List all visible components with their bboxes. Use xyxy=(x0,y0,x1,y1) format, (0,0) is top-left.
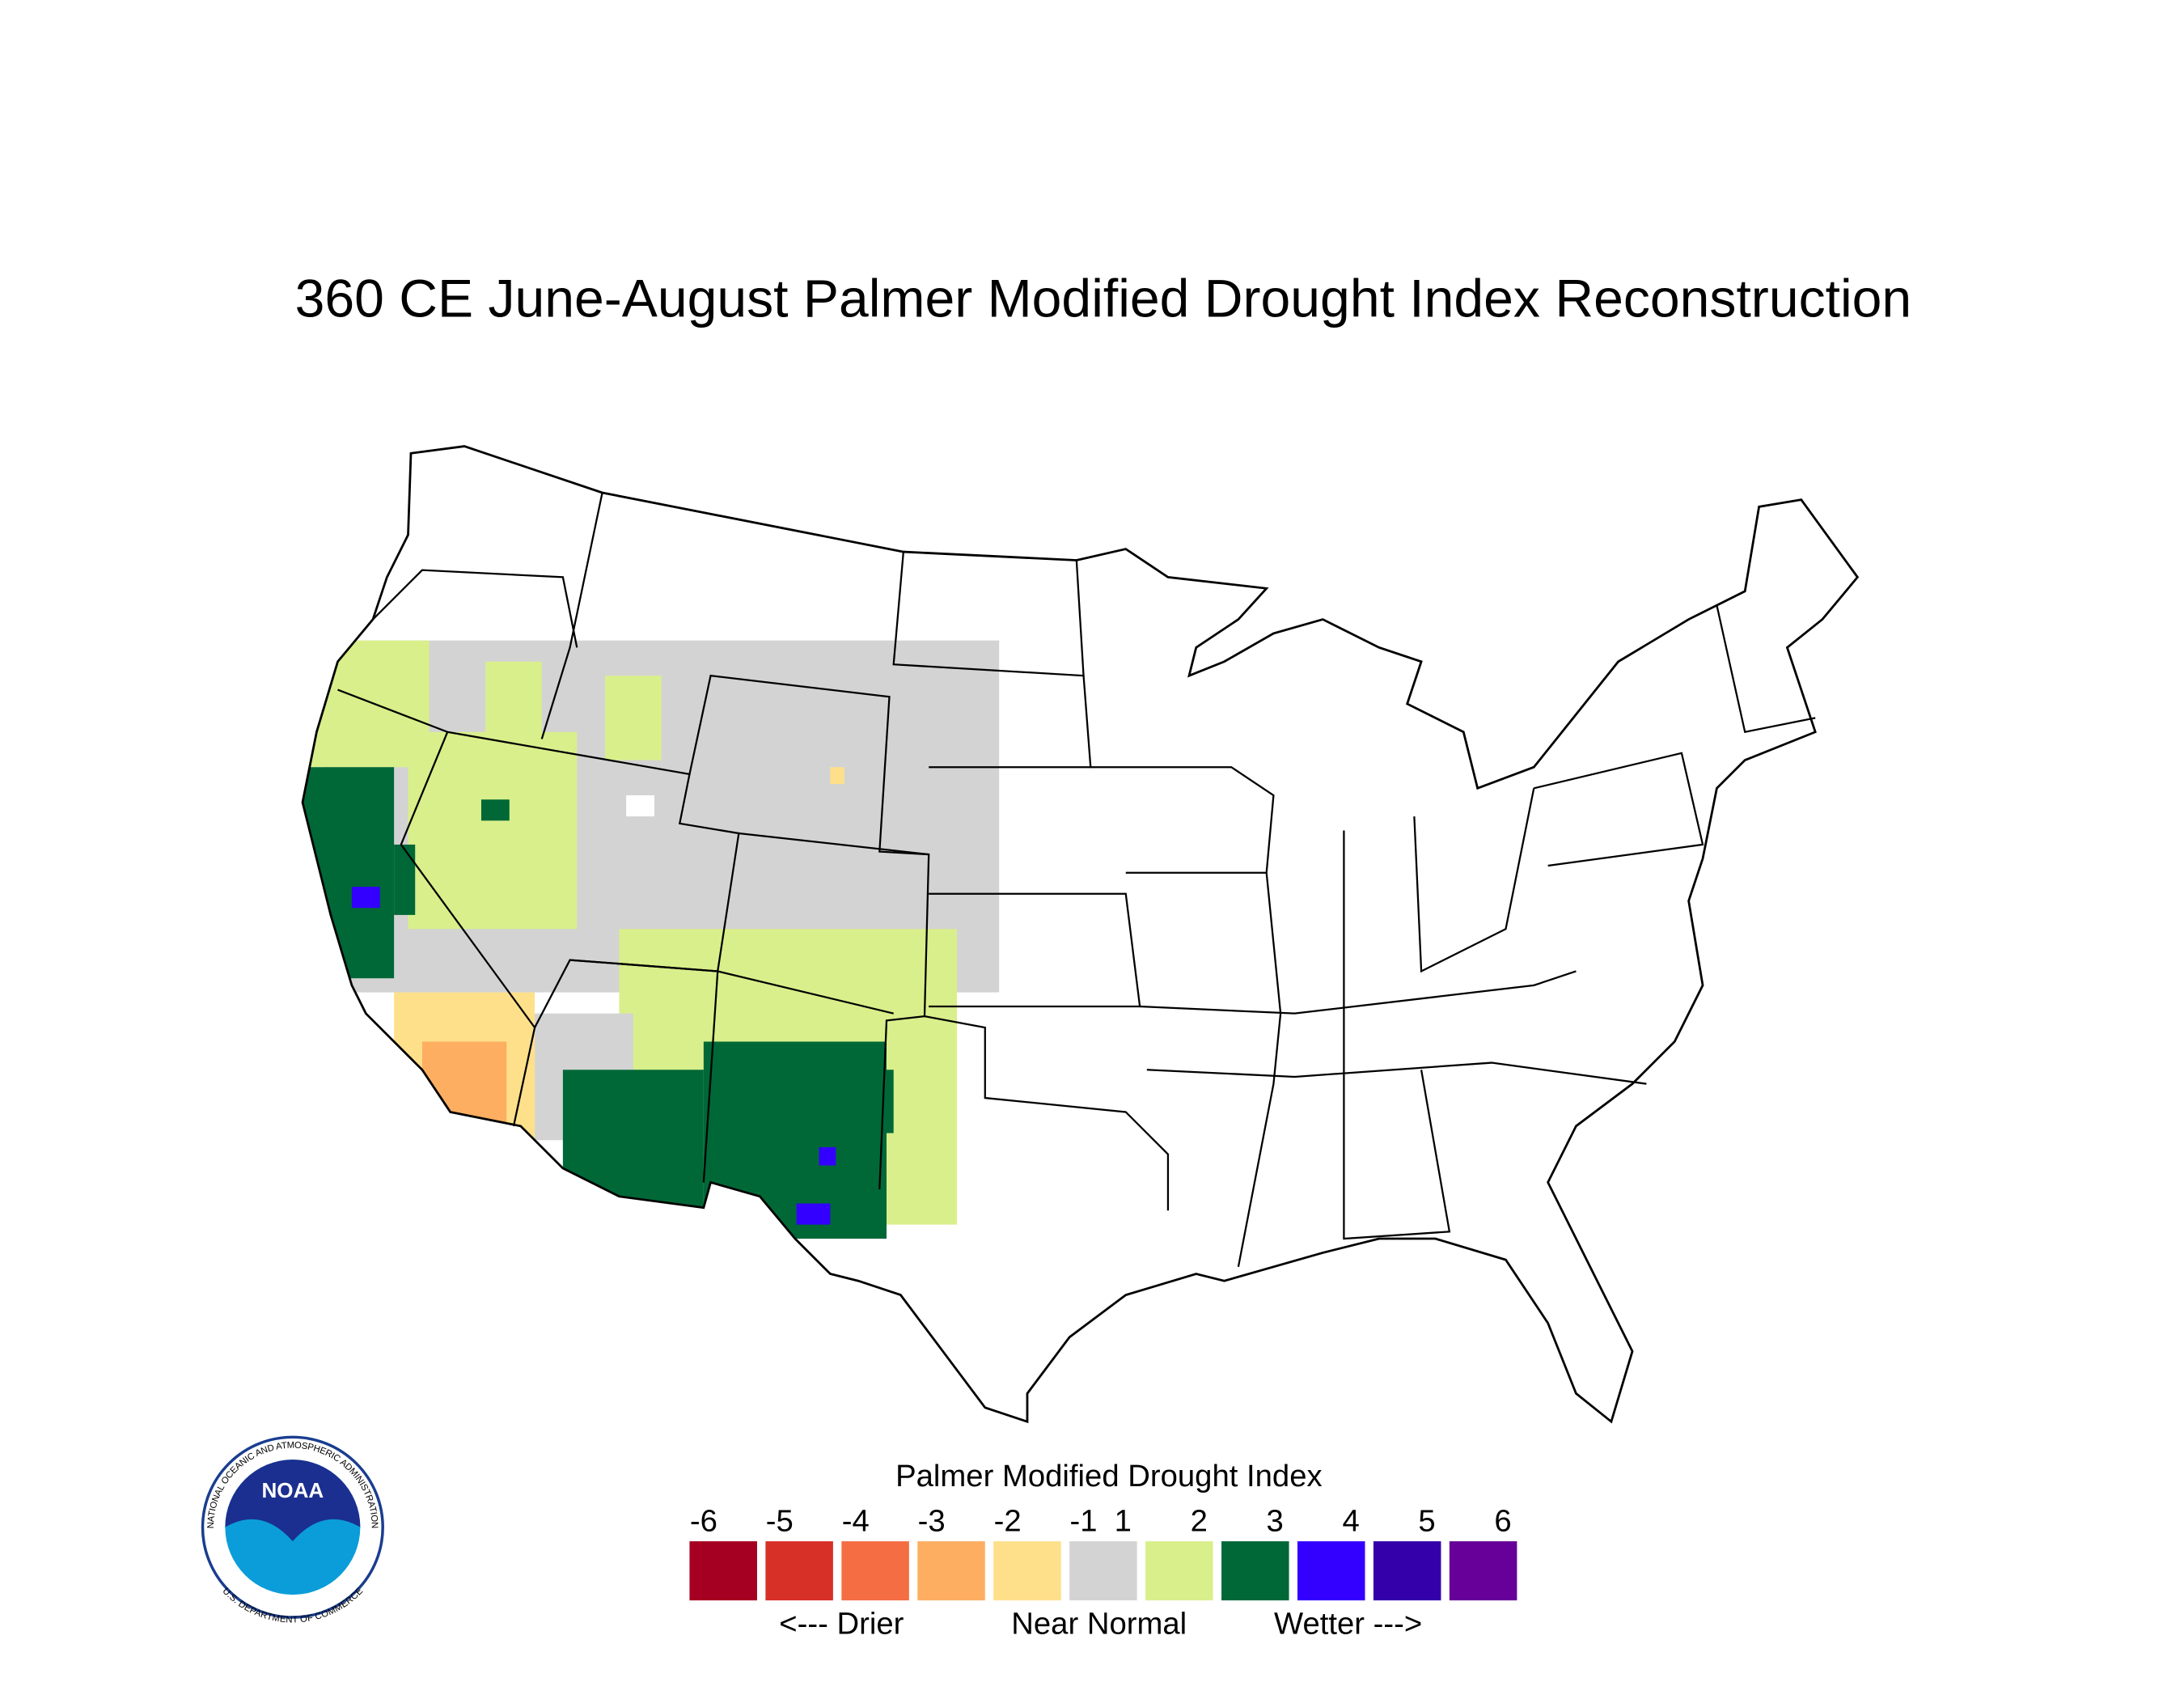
state-border xyxy=(1090,766,1275,874)
noaa-logo: NOAA NATIONAL OCEANIC AND ATMOSPHERIC AD… xyxy=(201,1435,384,1625)
legend-tick-label: -6 xyxy=(690,1504,717,1539)
state-border xyxy=(1413,788,1535,973)
wet-area xyxy=(485,661,542,747)
very-wet-area xyxy=(394,844,416,915)
legend-swatch xyxy=(917,1541,985,1601)
legend-swatch xyxy=(1297,1541,1365,1601)
legend-tick-label: -2 xyxy=(994,1504,1022,1539)
state-border xyxy=(924,1015,1170,1211)
logo-text: NOAA xyxy=(261,1478,324,1502)
dry-cell xyxy=(830,767,844,785)
legend-label: Near Normal xyxy=(1011,1607,1187,1642)
very-wet-area xyxy=(767,1070,894,1133)
legend-tick-label: -5 xyxy=(766,1504,794,1539)
state-border xyxy=(372,569,578,648)
legend-swatch xyxy=(1145,1541,1213,1601)
legend-tick-label: 6 xyxy=(1494,1504,1511,1539)
legend-swatch xyxy=(993,1541,1061,1601)
state-borders xyxy=(337,492,1816,1268)
map xyxy=(301,445,1859,1423)
legend-tick-label: 4 xyxy=(1342,1504,1359,1539)
state-border xyxy=(1534,752,1704,867)
legend-swatch xyxy=(1069,1541,1137,1601)
legend-tick-label: -4 xyxy=(842,1504,870,1539)
legend-tick-label: 3 xyxy=(1267,1504,1284,1539)
extreme-wet-area xyxy=(819,1146,836,1166)
legend-tick-label: 1 xyxy=(1115,1504,1132,1539)
legend: Palmer Modified Drought Index <--- Drier… xyxy=(689,1459,1517,1642)
legend-label: <--- Drier xyxy=(779,1607,904,1642)
very-wet-area xyxy=(303,767,395,979)
legend-swatch xyxy=(689,1541,757,1601)
extreme-wet-area xyxy=(796,1203,831,1225)
legend-swatch xyxy=(1373,1541,1441,1601)
state-border xyxy=(929,892,1141,1008)
index-field xyxy=(303,640,1000,1239)
state-border xyxy=(540,492,603,739)
state-border xyxy=(1716,604,1816,734)
no-data-cell xyxy=(626,795,654,817)
wet-area xyxy=(408,731,578,930)
legend-swatch xyxy=(841,1541,909,1601)
state-border xyxy=(702,971,719,1183)
state-border xyxy=(337,688,536,1127)
legend-swatch xyxy=(765,1541,833,1601)
legend-tick-label: 5 xyxy=(1418,1504,1435,1539)
state-border xyxy=(1075,560,1085,676)
title: 360 CE June-August Palmer Modified Droug… xyxy=(295,269,1912,329)
state-border xyxy=(1237,872,1282,1268)
state-border xyxy=(739,832,929,856)
legend-tick-label: -3 xyxy=(918,1504,946,1539)
moderately-dry-area xyxy=(421,1041,507,1126)
legend-tick-label: -1 xyxy=(1070,1504,1098,1539)
state-border xyxy=(688,674,930,1190)
extreme-wet-area xyxy=(351,887,380,909)
logo-sky xyxy=(225,1460,361,1542)
legend-title: Palmer Modified Drought Index xyxy=(895,1459,1322,1494)
state-border xyxy=(1140,970,1577,1015)
legend-tick-label: 2 xyxy=(1191,1504,1208,1539)
state-border xyxy=(1343,830,1451,1240)
very-wet-area xyxy=(480,799,510,821)
state-border xyxy=(1146,1061,1647,1085)
legend-swatch xyxy=(1221,1541,1289,1601)
wet-area xyxy=(605,676,662,761)
very-wet-area xyxy=(562,1070,704,1211)
legend-label: Wetter ---> xyxy=(1274,1607,1422,1642)
legend-swatch xyxy=(1449,1541,1517,1601)
